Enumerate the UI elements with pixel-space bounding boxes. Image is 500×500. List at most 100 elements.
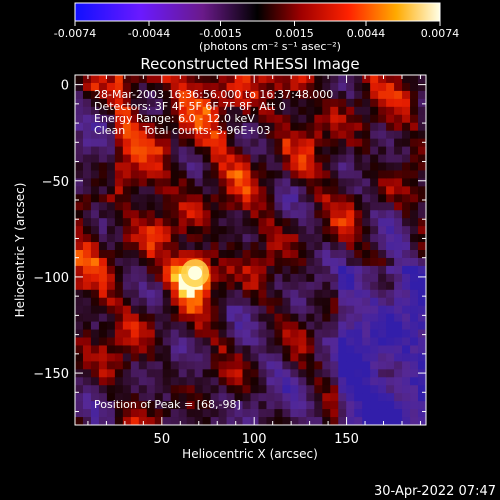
heatmap-cell: [370, 122, 379, 132]
heatmap-cell: [202, 106, 212, 116]
heatmap-cell: [106, 417, 116, 425]
heatmap-cell: [82, 385, 92, 394]
heatmap-cell: [75, 289, 84, 299]
heatmap-cell: [82, 82, 92, 92]
heatmap-cell: [218, 186, 228, 195]
heatmap-cell: [242, 170, 252, 179]
heatmap-cell: [290, 202, 299, 211]
heatmap-cell: [146, 337, 156, 347]
heatmap-cell: [90, 250, 100, 259]
heatmap-cell: [266, 138, 276, 148]
heatmap-cell: [354, 369, 363, 378]
heatmap-cell: [146, 218, 156, 227]
date-stamp: 30-Apr-2022 07:47: [374, 484, 496, 499]
heatmap-cell: [394, 82, 403, 92]
heatmap-cell: [418, 313, 426, 323]
heatmap-cell: [250, 194, 260, 203]
heatmap-cell: [322, 361, 331, 370]
heatmap-cell: [338, 226, 347, 235]
heatmap-cell: [322, 377, 331, 386]
heatmap-cell: [122, 90, 132, 100]
heatmap-cell: [202, 226, 212, 235]
heatmap-cell: [122, 146, 132, 156]
heatmap-cell: [170, 377, 180, 386]
heatmap-cell: [282, 257, 291, 267]
heatmap-cell: [386, 417, 395, 425]
heatmap-cell: [274, 361, 284, 370]
heatmap-cell: [394, 75, 403, 84]
heatmap-cell: [362, 194, 371, 203]
heatmap-cell: [186, 98, 196, 108]
heatmap-cell: [98, 313, 108, 323]
heatmap-cell: [322, 106, 331, 116]
heatmap-cell: [354, 154, 363, 164]
heatmap-cell: [218, 114, 228, 124]
heatmap-cell: [218, 242, 228, 251]
heatmap-cell: [186, 305, 196, 315]
heatmap-cell: [82, 329, 92, 339]
heatmap-cell: [154, 345, 164, 354]
heatmap-cell: [266, 369, 276, 378]
heatmap-cell: [322, 353, 331, 362]
heatmap-cell: [138, 202, 148, 211]
heatmap-cell: [338, 345, 347, 354]
heatmap-cell: [306, 162, 315, 172]
heatmap-cell: [218, 226, 228, 235]
heatmap-cell: [282, 194, 291, 203]
heatmap-cell: [186, 114, 196, 124]
heatmap-cell: [194, 345, 204, 354]
heatmap-cell: [322, 75, 331, 84]
heatmap-cell: [242, 297, 252, 307]
heatmap-cell: [90, 202, 100, 211]
heatmap-cell: [170, 281, 180, 291]
heatmap-cell: [402, 114, 411, 124]
heatmap-cell: [98, 393, 108, 402]
heatmap-cell: [154, 257, 164, 267]
heatmap-cell: [418, 393, 426, 402]
heatmap-cell: [170, 273, 180, 283]
heatmap-cell: [290, 353, 299, 362]
heatmap-cell: [386, 130, 395, 140]
heatmap-cell: [258, 75, 268, 84]
heatmap-cell: [346, 361, 355, 370]
y-tick-label: 0: [61, 79, 69, 94]
heatmap-cell: [322, 194, 331, 203]
heatmap-cell: [298, 377, 307, 386]
heatmap-cell: [138, 114, 148, 124]
heatmap-cell: [106, 122, 116, 132]
heatmap-cell: [314, 106, 323, 116]
heatmap-cell: [362, 257, 371, 267]
heatmap-cell: [418, 297, 426, 307]
heatmap-cell: [146, 297, 156, 307]
heatmap-cell: [322, 265, 331, 275]
heatmap-cell: [258, 138, 268, 148]
heatmap-cell: [154, 313, 164, 323]
heatmap-cell: [114, 369, 124, 378]
heatmap-cell: [250, 90, 260, 100]
heatmap-cell: [178, 345, 188, 354]
heatmap-cell: [162, 226, 172, 235]
heatmap-cell: [266, 345, 276, 354]
heatmap-cell: [114, 289, 124, 299]
heatmap-cell: [82, 186, 92, 195]
heatmap-cell: [346, 321, 355, 331]
heatmap-cell: [338, 289, 347, 299]
heatmap-cell: [394, 162, 403, 172]
heatmap-cell: [362, 393, 371, 402]
heatmap-cell: [114, 130, 124, 140]
heatmap-cell: [114, 401, 124, 410]
heatmap-cell: [402, 178, 411, 187]
heatmap-cell: [202, 353, 212, 362]
heatmap-cell: [138, 170, 148, 179]
heatmap-cell: [186, 353, 196, 362]
heatmap-cell: [114, 194, 124, 203]
heatmap-cell: [194, 146, 204, 156]
heatmap-cell: [378, 226, 387, 235]
heatmap-cell: [250, 98, 260, 108]
heatmap-cell: [378, 194, 387, 203]
heatmap-cell: [306, 226, 315, 235]
heatmap-cell: [402, 130, 411, 140]
heatmap-cell: [154, 393, 164, 402]
heatmap-cell: [410, 234, 419, 243]
heatmap-cell: [178, 162, 188, 172]
